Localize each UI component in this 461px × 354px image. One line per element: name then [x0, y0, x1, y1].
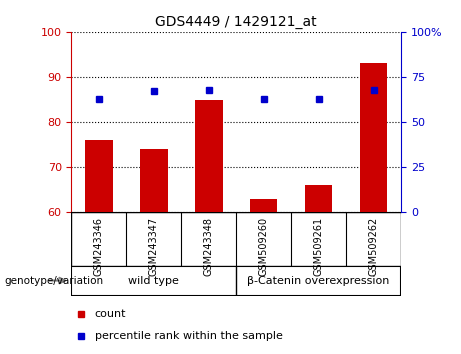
Text: count: count: [95, 308, 126, 319]
Text: GSM509260: GSM509260: [259, 217, 269, 276]
Bar: [140, 149, 168, 212]
Text: GSM243348: GSM243348: [204, 217, 214, 276]
Bar: [85, 140, 112, 212]
Title: GDS4449 / 1429121_at: GDS4449 / 1429121_at: [155, 16, 317, 29]
Text: GSM509261: GSM509261: [313, 217, 324, 276]
Text: β-Catenin overexpression: β-Catenin overexpression: [248, 275, 390, 286]
Text: percentile rank within the sample: percentile rank within the sample: [95, 331, 283, 341]
Bar: [360, 63, 387, 212]
Text: GSM243346: GSM243346: [94, 217, 104, 276]
Text: GSM509262: GSM509262: [369, 217, 378, 276]
Bar: [305, 185, 332, 212]
Bar: [250, 199, 278, 212]
Text: GSM243347: GSM243347: [149, 217, 159, 276]
Bar: [195, 99, 223, 212]
Text: genotype/variation: genotype/variation: [5, 275, 104, 286]
Bar: [71, 212, 401, 266]
Text: wild type: wild type: [129, 275, 179, 286]
